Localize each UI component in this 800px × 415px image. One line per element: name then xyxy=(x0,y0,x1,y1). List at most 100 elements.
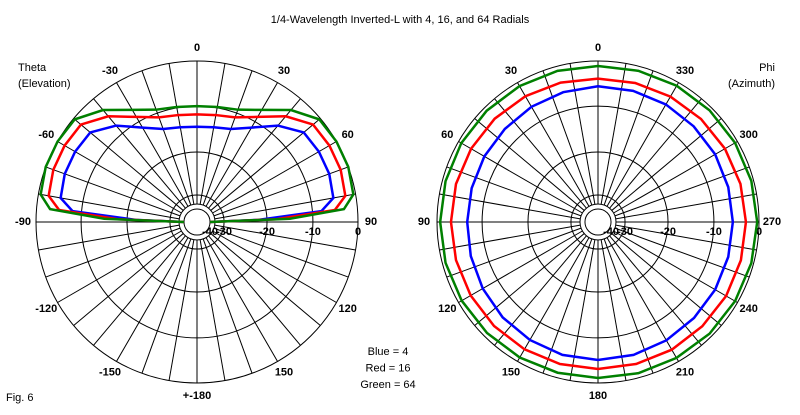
angle-tick-label: 210 xyxy=(676,367,694,379)
spoke xyxy=(611,118,722,211)
spoke xyxy=(199,63,226,205)
pattern-line xyxy=(438,64,759,380)
spoke xyxy=(600,63,627,205)
spoke xyxy=(614,227,750,278)
spoke xyxy=(212,141,337,214)
angle-tick-label: 330 xyxy=(676,65,694,77)
spoke xyxy=(214,224,356,251)
angle-tick-label: 0 xyxy=(194,42,200,54)
spoke xyxy=(614,166,750,217)
axis-label: (Elevation) xyxy=(18,78,71,90)
chart-title: 1/4-Wavelength Inverted-L with 4, 16, an… xyxy=(271,14,530,26)
r-tick-label: -20 xyxy=(660,226,676,238)
spoke xyxy=(458,141,583,214)
legend-entry: Red = 16 xyxy=(366,362,411,374)
spoke xyxy=(93,235,186,346)
angle-tick-label: 150 xyxy=(502,367,520,379)
spoke xyxy=(45,166,181,217)
pattern-line xyxy=(465,85,735,362)
spoke xyxy=(210,233,321,326)
spoke xyxy=(212,230,337,303)
r-tick-label: -10 xyxy=(305,226,321,238)
spoke xyxy=(202,70,253,206)
r-tick-label: 0 xyxy=(756,226,762,238)
r-tick-label: 0 xyxy=(355,226,361,238)
r-tick-label: -30 xyxy=(216,226,232,238)
spoke xyxy=(141,238,192,374)
angle-tick-label: 150 xyxy=(275,367,293,379)
spoke xyxy=(474,118,585,211)
spoke xyxy=(73,233,184,326)
spoke xyxy=(542,70,593,206)
spoke xyxy=(603,70,654,206)
ring xyxy=(126,151,268,293)
ring xyxy=(570,194,626,250)
spoke xyxy=(199,239,226,381)
angle-tick-label: -30 xyxy=(102,65,118,77)
spoke xyxy=(615,193,757,220)
spoke xyxy=(168,63,195,205)
legend-entry: Blue = 4 xyxy=(368,346,409,358)
spoke xyxy=(474,233,585,326)
spoke xyxy=(609,235,702,346)
spoke xyxy=(494,98,587,209)
r-tick-label: -10 xyxy=(706,226,722,238)
pattern-line xyxy=(59,124,335,224)
spoke xyxy=(517,82,590,207)
angle-tick-label: -120 xyxy=(35,303,57,315)
angle-tick-label: 0 xyxy=(595,42,601,54)
spoke xyxy=(439,224,581,251)
angle-tick-label: 90 xyxy=(365,216,377,228)
spoke xyxy=(213,227,349,278)
ring xyxy=(584,208,612,236)
spoke xyxy=(73,118,184,211)
angle-tick-label: -90 xyxy=(15,216,31,228)
pattern-line xyxy=(47,113,347,224)
angle-tick-label: 180 xyxy=(589,390,607,402)
r-tick-label: -30 xyxy=(617,226,633,238)
angle-tick-label: 120 xyxy=(438,303,456,315)
spoke xyxy=(609,98,702,209)
spoke xyxy=(208,235,301,346)
axis-label: Theta xyxy=(18,62,47,74)
angle-tick-label: 270 xyxy=(763,216,781,228)
spoke xyxy=(45,227,181,278)
spoke xyxy=(205,82,278,207)
spoke xyxy=(213,166,349,217)
angle-tick-label: 240 xyxy=(740,303,758,315)
r-tick-label: -20 xyxy=(259,226,275,238)
spoke xyxy=(615,224,757,251)
spoke xyxy=(202,238,253,374)
ring xyxy=(527,151,669,293)
spoke xyxy=(439,193,581,220)
angle-tick-label: +-180 xyxy=(183,390,211,402)
spoke xyxy=(116,82,189,207)
spoke xyxy=(606,82,679,207)
figure-label: Fig. 6 xyxy=(6,392,34,404)
spoke xyxy=(613,141,738,214)
spoke xyxy=(446,166,582,217)
angle-tick-label: 60 xyxy=(342,129,354,141)
ring xyxy=(436,60,760,384)
angle-tick-label: -60 xyxy=(38,129,54,141)
spoke xyxy=(613,230,738,303)
pattern-line xyxy=(39,104,355,224)
angle-tick-label: 90 xyxy=(418,216,430,228)
spoke xyxy=(494,235,587,346)
legend-entry: Green = 64 xyxy=(360,379,415,391)
spoke xyxy=(569,63,596,205)
angle-tick-label: -150 xyxy=(99,367,121,379)
angle-tick-label: 30 xyxy=(278,65,290,77)
spoke xyxy=(141,70,192,206)
r-tick-label: -40 xyxy=(603,226,619,238)
axis-label: Phi xyxy=(759,62,775,74)
r-tick-label: -40 xyxy=(202,226,218,238)
ring xyxy=(481,105,715,339)
spoke xyxy=(116,237,189,362)
axis-label: (Azimuth) xyxy=(728,78,775,90)
angle-tick-label: 300 xyxy=(740,129,758,141)
angle-tick-label: 60 xyxy=(441,129,453,141)
spoke xyxy=(168,239,195,381)
spoke xyxy=(57,141,182,214)
